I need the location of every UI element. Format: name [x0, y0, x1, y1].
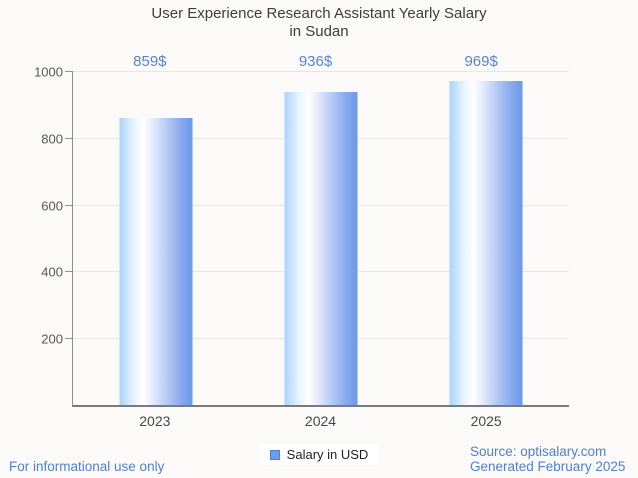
x-tick-label-2023: 2023 [139, 413, 171, 429]
generated-line: Generated February 2025 [470, 459, 626, 474]
y-tick-label-1000: 1000 [34, 64, 63, 80]
x-tick-label-2024: 2024 [304, 413, 337, 429]
source-line: Source: optisalary.com [470, 444, 607, 459]
y-tick-mark-600 [65, 204, 72, 206]
plot-area: 200 400 600 800 1000 [34, 65, 569, 407]
source-attribution: Source: optisalary.com Generated Februar… [470, 444, 625, 474]
value-label-2023: 859$ [133, 53, 167, 70]
value-labels-row: 859$ 936$ 969$ [72, 53, 569, 72]
value-label-2025: 969$ [464, 53, 498, 70]
legend-swatch-icon [269, 449, 280, 460]
y-tick-mark-800 [65, 137, 72, 139]
bar-2023 [119, 118, 193, 405]
chart-title-line-2: in Sudan [289, 23, 349, 40]
x-tick-label-2025: 2025 [470, 413, 502, 429]
y-tick-mark-1000 [65, 71, 72, 72]
bar-2024 [284, 92, 358, 405]
y-tick-label-200: 200 [41, 331, 63, 347]
disclaimer-text: For informational use only [9, 459, 165, 474]
gridline-1000 [73, 71, 569, 72]
y-tick-label-800: 800 [41, 131, 63, 147]
value-label-2024: 936$ [298, 53, 333, 70]
y-tick-label-400: 400 [41, 264, 63, 280]
y-tick-mark-400 [65, 271, 72, 273]
y-tick-mark-200 [65, 338, 72, 340]
legend-label: Salary in USD [286, 447, 369, 462]
bar-2025 [449, 81, 523, 405]
chart-title: User Experience Research Assistant Yearl… [0, 5, 638, 41]
x-axis-labels: 2023 2024 2025 [72, 413, 569, 430]
chart-title-line-1: User Experience Research Assistant Yearl… [151, 5, 487, 22]
legend-box: Salary in USD [259, 444, 379, 465]
y-tick-label-600: 600 [41, 198, 63, 214]
